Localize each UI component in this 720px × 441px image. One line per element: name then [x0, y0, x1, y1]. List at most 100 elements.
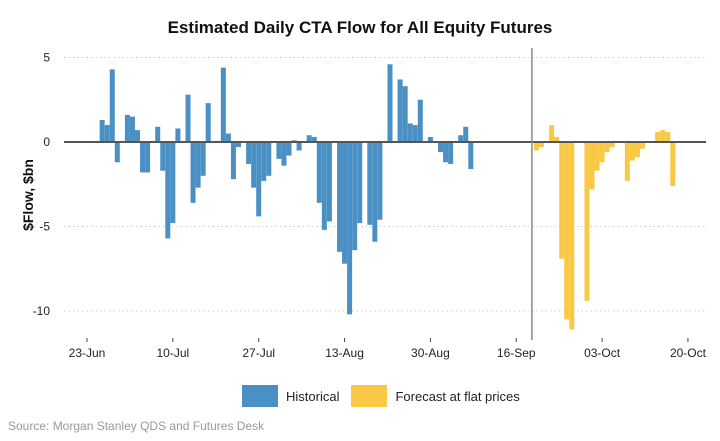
- x-tick-label: 20-Oct: [670, 346, 707, 360]
- bar-historical: [160, 142, 166, 171]
- bar-historical: [246, 142, 252, 164]
- legend-swatch-historical: [242, 385, 278, 407]
- bar-historical: [230, 142, 236, 180]
- bar-historical: [448, 142, 454, 164]
- bar-historical: [443, 142, 449, 163]
- bar-historical: [438, 142, 443, 153]
- bar-historical: [286, 142, 292, 156]
- bar-historical: [316, 142, 322, 203]
- bar-forecast: [665, 131, 671, 142]
- bar-historical: [347, 142, 353, 315]
- bar-historical: [367, 142, 373, 225]
- bar-historical: [195, 142, 201, 188]
- bar-historical: [357, 142, 363, 224]
- bar-forecast: [604, 142, 610, 153]
- x-tick-label: 10-Jul: [157, 346, 190, 360]
- bar-forecast: [584, 142, 590, 301]
- bar-historical: [387, 64, 393, 142]
- bar-forecast: [634, 142, 640, 158]
- bar-historical: [251, 142, 257, 188]
- bar-forecast: [624, 142, 630, 181]
- bar-forecast: [554, 136, 560, 142]
- bar-historical: [109, 69, 115, 142]
- bar-historical: [377, 142, 383, 220]
- bar-forecast: [670, 142, 676, 186]
- bar-historical: [372, 142, 378, 242]
- x-tick-label: 27-Jul: [242, 346, 275, 360]
- bar-forecast: [559, 142, 565, 259]
- bar-forecast: [539, 142, 544, 148]
- bar-forecast: [569, 142, 575, 330]
- legend-label-forecast: Forecast at flat prices: [395, 388, 520, 404]
- bar-historical: [281, 142, 287, 166]
- bar-historical: [463, 126, 469, 142]
- bar-forecast: [599, 142, 605, 163]
- bar-forecast: [549, 125, 555, 142]
- bar-historical: [397, 79, 403, 142]
- bar-historical: [104, 125, 110, 142]
- bar-historical: [256, 142, 262, 217]
- bar-historical: [326, 142, 332, 222]
- bar-forecast: [655, 131, 661, 142]
- bar-historical: [225, 133, 231, 142]
- bar-historical: [261, 142, 267, 181]
- y-tick-label: 0: [43, 135, 50, 149]
- x-tick-label: 03-Oct: [584, 346, 621, 360]
- bar-historical: [220, 67, 226, 142]
- bar-historical: [417, 99, 423, 142]
- x-tick-label: 16-Sep: [497, 346, 536, 360]
- grid-lines: [64, 57, 706, 312]
- bar-historical: [165, 142, 171, 239]
- bar-historical: [155, 126, 161, 142]
- bar-historical: [200, 142, 206, 176]
- y-tick-label: -10: [33, 304, 51, 318]
- bar-historical: [129, 116, 135, 142]
- y-tick-label: 5: [43, 51, 50, 65]
- bar-historical: [296, 142, 302, 151]
- bar-historical: [175, 128, 181, 142]
- bar-forecast: [533, 142, 539, 151]
- bar-historical: [407, 123, 413, 142]
- bar-historical: [342, 142, 348, 264]
- x-tick-label: 23-Jun: [69, 346, 106, 360]
- legend: Historical Forecast at flat prices: [242, 385, 532, 407]
- bar-historical: [140, 142, 146, 173]
- bar-forecast: [609, 142, 615, 148]
- bar-historical: [205, 103, 211, 142]
- chart-title: Estimated Daily CTA Flow for All Equity …: [167, 18, 553, 37]
- bar-historical: [190, 142, 196, 203]
- bar-historical: [170, 142, 176, 224]
- bar-forecast: [564, 142, 570, 320]
- bar-forecast: [594, 142, 600, 171]
- bar-historical: [135, 130, 140, 142]
- legend-swatch-forecast: [351, 385, 388, 407]
- bar-historical: [145, 142, 151, 173]
- bar-historical: [352, 142, 358, 251]
- bar-historical: [402, 86, 408, 142]
- bar-historical: [468, 142, 474, 170]
- source-note: Source: Morgan Stanley QDS and Futures D…: [8, 419, 265, 433]
- bar-historical: [266, 142, 272, 176]
- x-tick-label: 30-Aug: [411, 346, 450, 360]
- bar-forecast: [640, 142, 645, 149]
- axes: 5 0 -5 -10 23-Jun 10-Jul 27-Jul 13-Aug 30-Aug 16-…: [33, 48, 707, 360]
- bar-historical: [427, 136, 433, 142]
- bars: [99, 64, 676, 330]
- x-tick-label: 13-Aug: [325, 346, 364, 360]
- y-tick-label: -5: [39, 220, 50, 234]
- bar-historical: [412, 125, 418, 142]
- bar-historical: [306, 135, 312, 142]
- bar-historical: [311, 136, 317, 142]
- bar-historical: [124, 114, 130, 142]
- bar-historical: [321, 142, 327, 230]
- bar-historical: [99, 120, 105, 142]
- bar-historical: [276, 142, 282, 159]
- bar-historical: [114, 142, 120, 163]
- bar-forecast: [589, 142, 595, 190]
- legend-item-forecast: Forecast at flat prices: [351, 385, 520, 407]
- bar-historical: [458, 135, 464, 142]
- bar-historical: [337, 142, 342, 252]
- legend-item-historical: Historical: [242, 385, 339, 407]
- bar-historical: [185, 94, 191, 142]
